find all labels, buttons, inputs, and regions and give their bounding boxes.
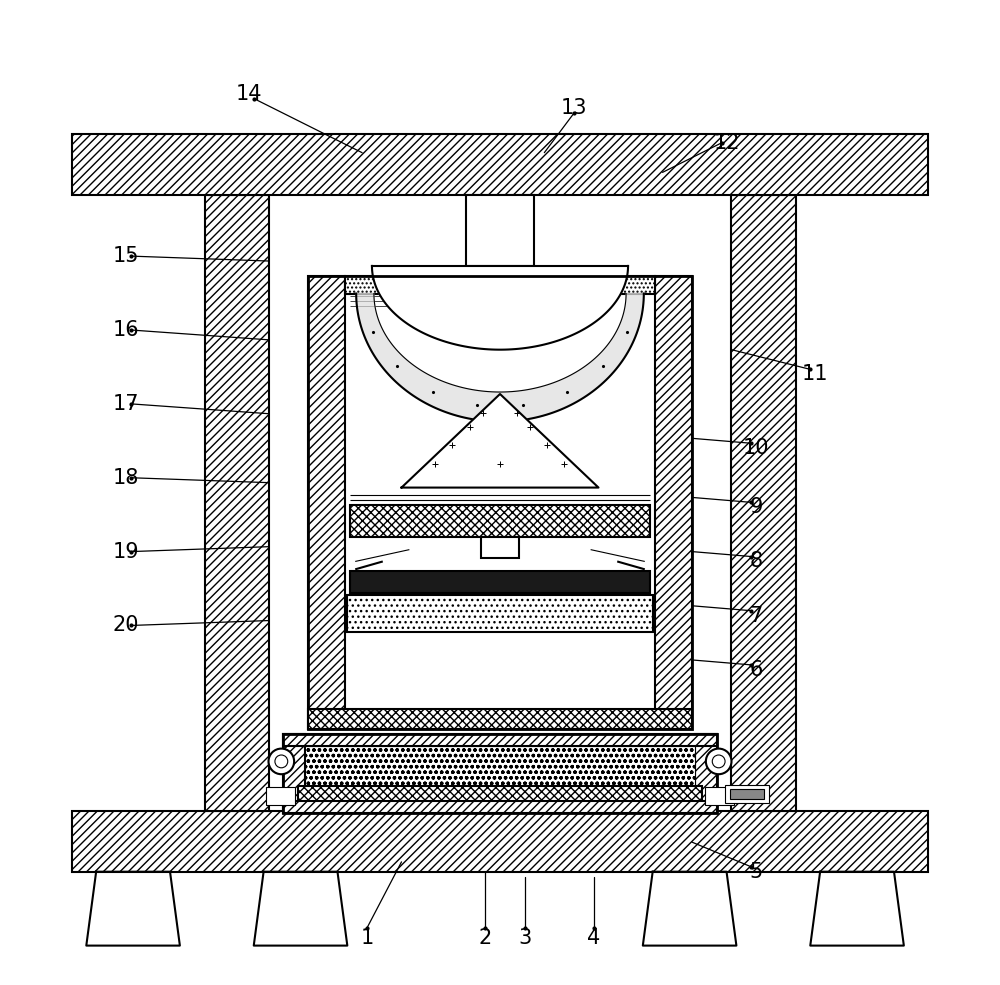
Bar <box>308 709 692 729</box>
Bar <box>731 195 796 811</box>
Bar <box>308 276 692 729</box>
Bar <box>266 787 295 805</box>
Text: 6: 6 <box>749 660 763 680</box>
Text: 10: 10 <box>743 438 769 458</box>
Bar <box>481 537 519 558</box>
Bar <box>72 134 928 195</box>
Circle shape <box>269 749 294 774</box>
Text: 18: 18 <box>113 468 139 488</box>
Text: 13: 13 <box>561 98 587 118</box>
Bar <box>72 811 928 872</box>
Bar <box>283 801 717 813</box>
Bar <box>308 276 345 729</box>
Bar <box>466 195 534 266</box>
Text: 4: 4 <box>587 928 600 948</box>
Circle shape <box>706 749 731 774</box>
Text: 14: 14 <box>236 84 262 103</box>
Text: 16: 16 <box>112 320 139 340</box>
Bar <box>345 276 655 729</box>
Polygon shape <box>643 872 736 946</box>
Bar <box>305 746 695 801</box>
Polygon shape <box>372 266 628 350</box>
Text: 1: 1 <box>360 928 374 948</box>
Text: 5: 5 <box>749 862 763 882</box>
Text: 12: 12 <box>713 133 740 153</box>
Bar <box>347 595 653 632</box>
Polygon shape <box>810 872 904 946</box>
Bar <box>695 734 717 813</box>
Bar <box>283 734 305 813</box>
Text: 7: 7 <box>749 606 763 625</box>
Bar <box>298 811 702 813</box>
Bar <box>725 785 769 803</box>
Circle shape <box>275 755 288 768</box>
Text: 9: 9 <box>749 497 763 517</box>
Bar <box>730 789 764 799</box>
Polygon shape <box>86 872 180 946</box>
Text: 17: 17 <box>112 394 139 414</box>
Text: 19: 19 <box>112 542 139 561</box>
Bar <box>283 734 717 813</box>
Circle shape <box>712 755 725 768</box>
Text: 3: 3 <box>518 928 531 948</box>
Bar <box>350 571 650 593</box>
Bar <box>350 505 650 537</box>
Text: 20: 20 <box>112 616 139 635</box>
Bar <box>705 787 734 805</box>
Bar <box>345 276 655 294</box>
Bar <box>655 276 692 729</box>
Bar <box>205 195 269 811</box>
Text: 11: 11 <box>802 364 828 384</box>
Polygon shape <box>402 394 598 488</box>
Text: 2: 2 <box>479 928 492 948</box>
Bar <box>298 786 702 811</box>
Text: 8: 8 <box>750 552 763 571</box>
Polygon shape <box>254 872 347 946</box>
Bar <box>283 734 717 746</box>
Text: 15: 15 <box>112 246 139 266</box>
Polygon shape <box>356 294 644 422</box>
